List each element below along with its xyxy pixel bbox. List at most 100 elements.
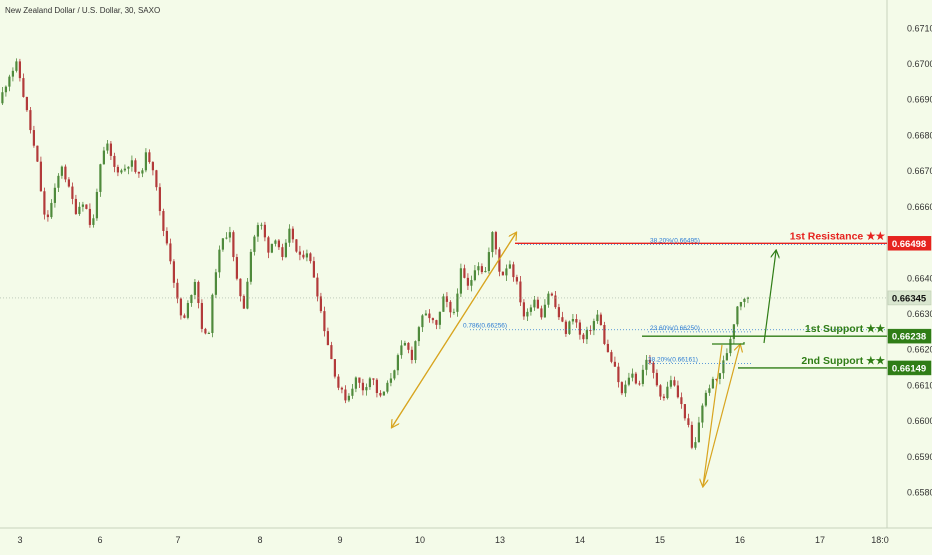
candle-body [589,330,592,332]
candle [592,318,595,336]
candle-body [620,382,623,394]
candle-body [442,296,445,312]
candle-body [246,281,249,309]
candle-body [29,110,32,131]
price-tick-label: 0.66300 [907,309,932,319]
candle [372,378,375,386]
candle [676,380,679,399]
candle-body [116,166,119,173]
candle [270,243,273,254]
price-tag: 0.66345 [887,290,932,306]
candle-body [368,378,371,388]
candle-body [15,61,18,71]
candle [403,340,406,346]
candle [102,146,105,165]
candle-body [193,281,196,295]
candle-body [676,385,679,398]
candle-body [18,61,21,79]
candle [169,238,172,265]
candle [277,238,280,251]
candle-body [396,355,399,371]
candle-body [435,320,438,325]
svg-text:0.66238: 0.66238 [892,332,926,343]
candle-body [547,293,550,305]
candle [519,275,522,306]
level-label: 1st Support ★★ [805,323,886,335]
candle [221,238,224,252]
candle [333,358,336,379]
candle-body [295,239,298,252]
candle-body [326,331,329,346]
candle [585,326,588,345]
swing-arrow [703,344,723,486]
candle-body [113,155,116,167]
candle [452,308,455,315]
candle-body [85,204,88,209]
candle-body [8,76,11,87]
candle-body [477,266,480,271]
candle-body [564,321,567,334]
price-tag: 0.66149 [887,360,932,376]
candle-body [631,373,634,378]
candle [480,263,483,275]
candle-body [71,186,74,199]
candle-body [249,251,252,282]
candle-body [554,295,557,308]
candle-body [123,168,126,171]
candle-body [662,396,665,399]
candle-body [337,376,340,388]
candle [263,221,266,242]
candle [361,378,364,396]
time-tick-label: 13 [495,535,505,545]
time-tick-label: 6 [97,535,102,545]
candle [456,288,459,317]
candle [701,403,704,428]
candle-body [137,171,140,174]
candle-body [400,345,403,356]
candle [564,319,567,337]
candle-body [536,299,539,309]
candle [116,164,119,177]
candle [568,320,571,336]
candle [25,96,28,112]
candle-body [344,389,347,401]
candle [22,73,25,98]
candle [127,166,130,175]
candle-body [403,342,406,346]
candle [267,235,270,259]
price-tick-label: 0.66800 [907,130,932,140]
candle-body [519,281,522,303]
candle [634,371,637,385]
candle-body [351,388,354,396]
candle [540,305,543,320]
candle [641,364,644,387]
candle-body [732,324,735,339]
candle [711,376,714,389]
candle-body [498,249,501,272]
candle [599,312,602,326]
candle [463,264,466,279]
svg-text:0.66498: 0.66498 [892,239,926,250]
candle [74,194,77,215]
candle [624,380,627,397]
candle-body [494,232,497,250]
candle-body [543,304,546,318]
candle [1,87,4,105]
time-tick-label: 9 [337,535,342,545]
candle-body [11,70,14,77]
candle [596,310,599,324]
candle-body [340,387,343,390]
candle [508,260,511,270]
candle [358,377,361,388]
candle [123,164,126,172]
candle [32,125,35,148]
candle-body [169,243,172,262]
candle [715,378,718,382]
candle [319,292,322,314]
candle-body [613,361,616,367]
candle-body [358,377,361,383]
candle [687,413,690,428]
candle-body [526,311,529,317]
candle [242,294,245,309]
